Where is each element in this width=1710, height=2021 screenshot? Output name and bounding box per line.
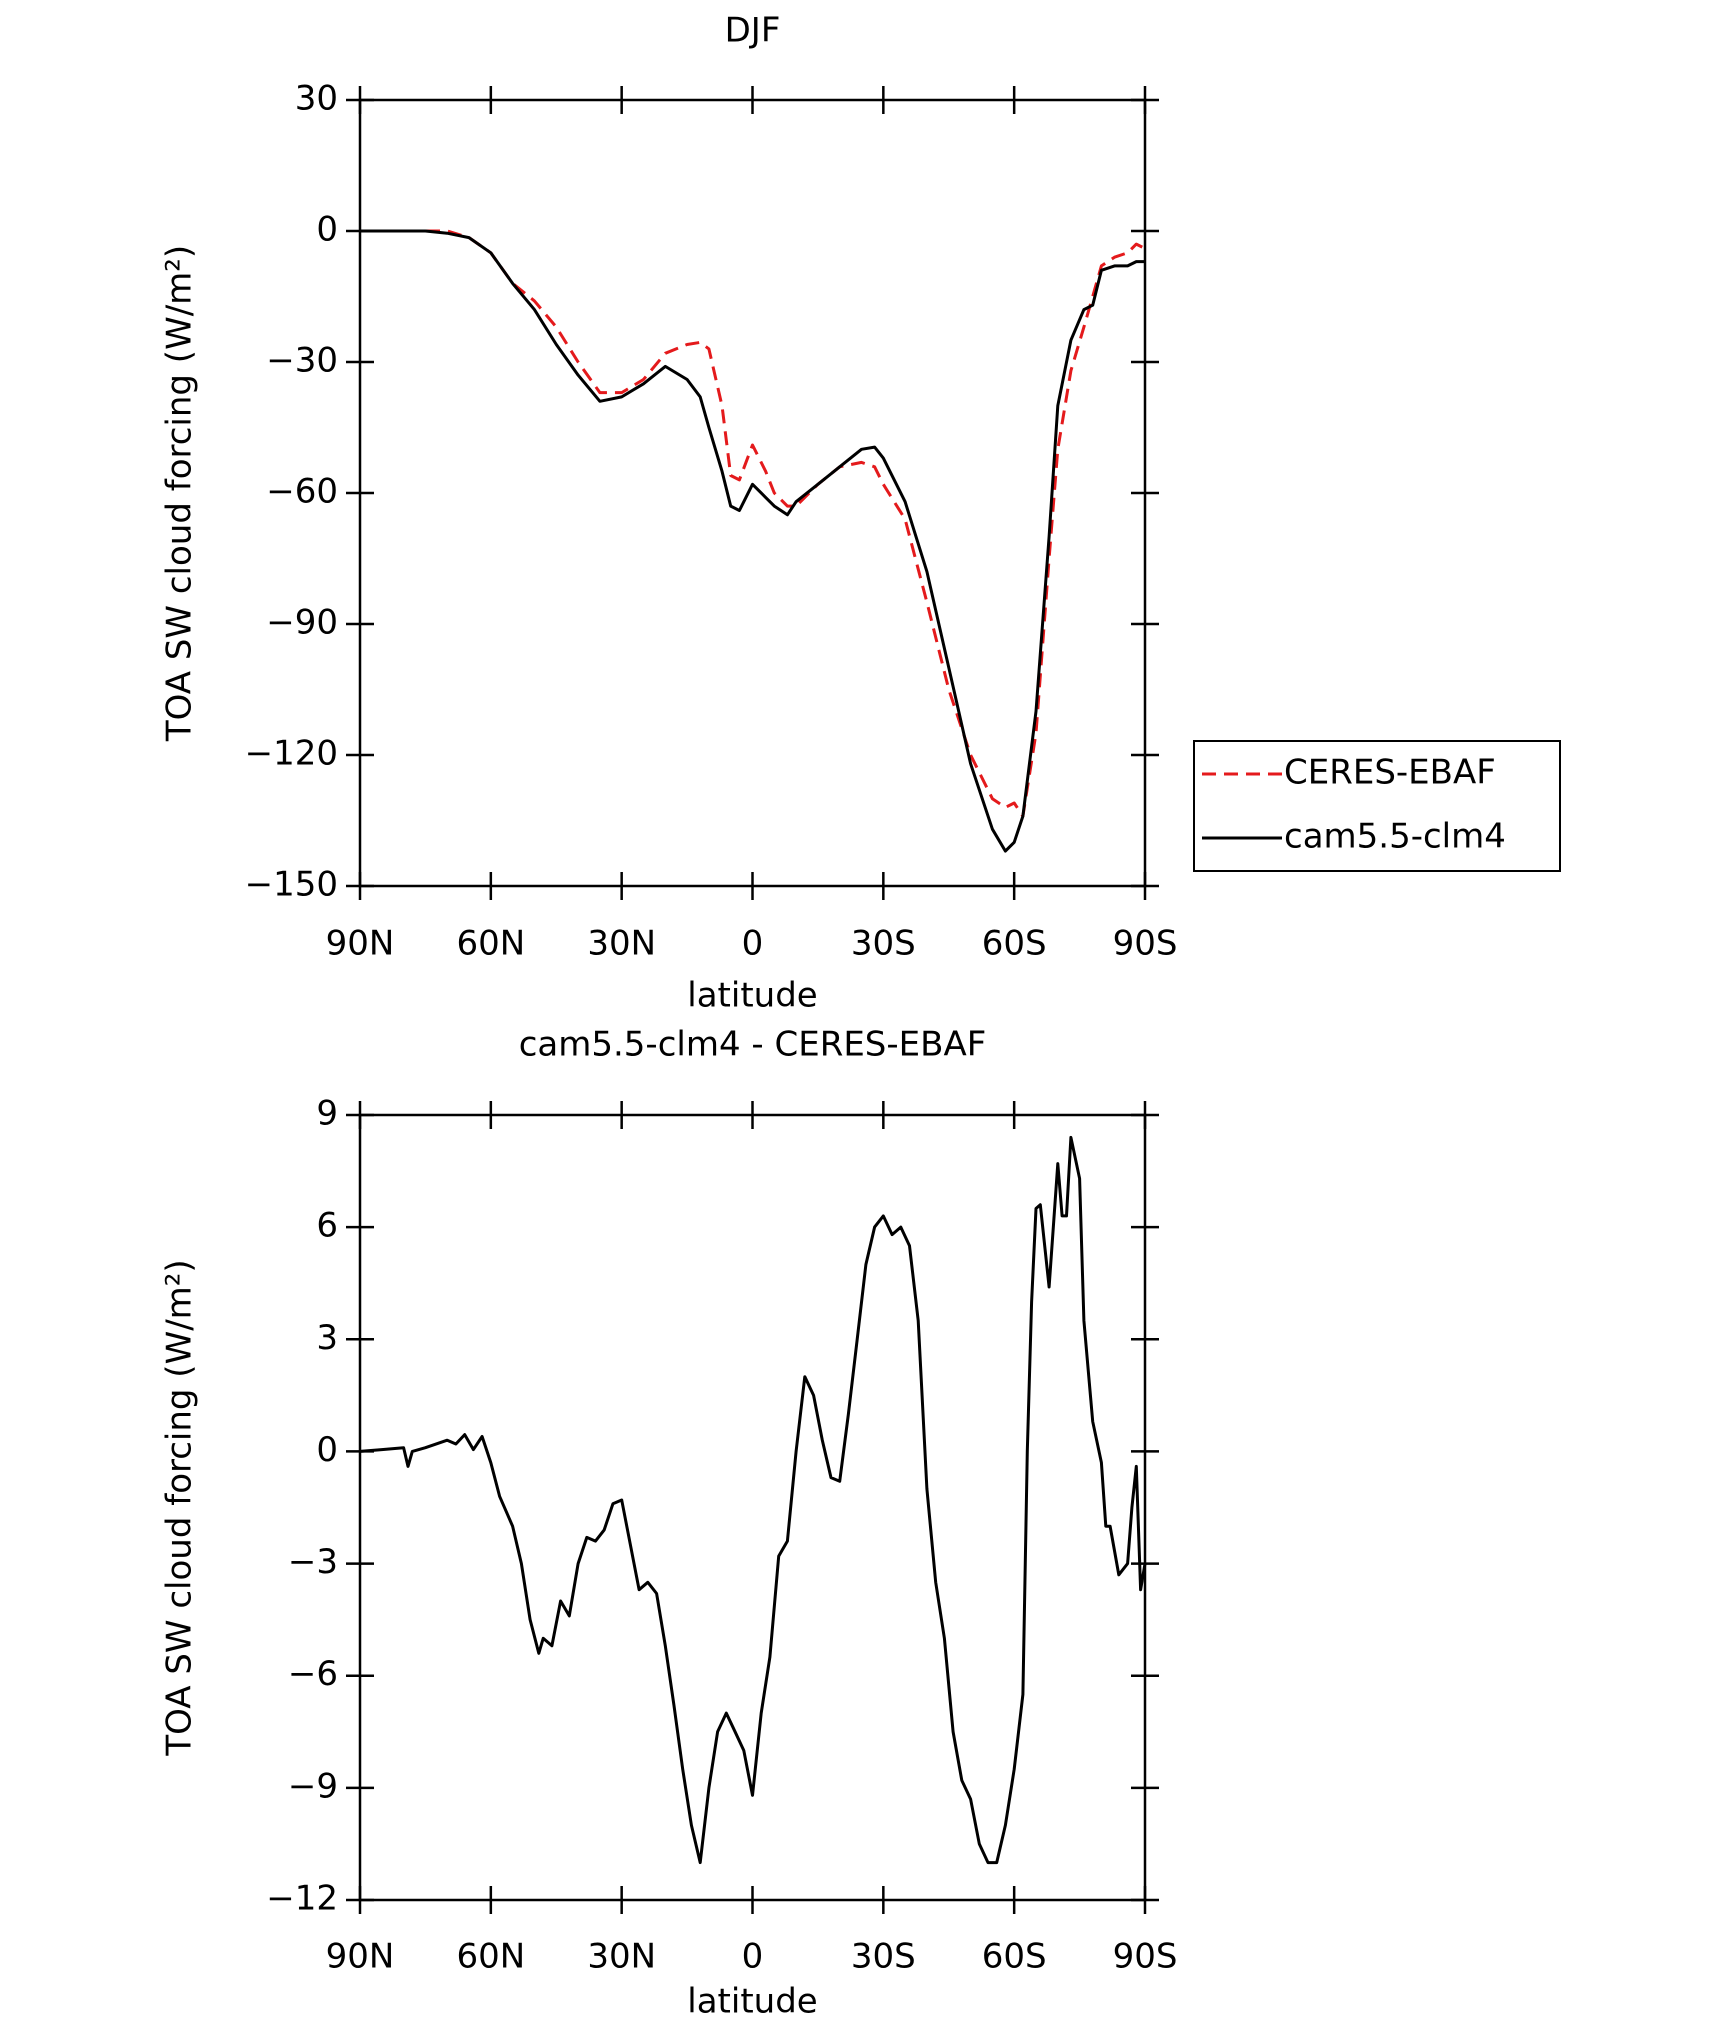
y-tick-label: −60 [266,472,338,512]
y-tick-label: 9 [316,1094,338,1134]
x-tick-label: 90S [1113,924,1178,964]
y-tick-label: −30 [266,341,338,381]
y-tick-label: 3 [316,1318,338,1358]
y-axis-label: TOA SW cloud forcing (W/m²) [160,1259,200,1756]
x-tick-label: 60S [982,1937,1047,1977]
y-axis-label: TOA SW cloud forcing (W/m²) [160,245,200,742]
x-tick-label: 60N [456,1937,525,1977]
x-tick-label: 60S [982,924,1047,964]
x-axis-label: latitude [687,1982,817,2021]
chart-title: cam5.5-clm4 - CERES-EBAF [519,1025,987,1065]
x-tick-label: 30S [851,1937,916,1977]
x-tick-label: 90N [326,924,395,964]
y-tick-label: −3 [288,1542,338,1582]
x-tick-label: 30N [587,924,656,964]
data-line [360,229,1145,853]
x-tick-label: 30N [587,1937,656,1977]
chart-title: DJF [725,11,781,51]
legend-label: cam5.5-clm4 [1284,817,1506,857]
data-line [360,229,1146,818]
y-tick-label: −90 [266,603,338,643]
x-tick-label: 90S [1113,1937,1178,1977]
data-line [359,1135,1147,1865]
y-tick-label: −150 [245,865,338,905]
y-tick-label: −9 [288,1766,338,1806]
y-tick-label: 6 [316,1206,338,1246]
x-tick-label: 90N [326,1937,395,1977]
y-tick-label: 30 [295,79,338,119]
x-tick-label: 60N [456,924,525,964]
y-tick-label: −12 [266,1879,338,1919]
x-tick-label: 30S [851,924,916,964]
y-tick-label: −6 [288,1654,338,1694]
y-tick-label: 0 [316,1430,338,1470]
legend-box [1193,740,1561,872]
x-tick-label: 0 [742,1937,764,1977]
x-axis-label: latitude [687,976,817,1016]
plot-frame [358,98,1147,888]
y-tick-label: −120 [245,734,338,774]
x-tick-label: 0 [742,924,764,964]
legend-label: CERES-EBAF [1284,753,1496,793]
y-tick-label: 0 [316,210,338,250]
